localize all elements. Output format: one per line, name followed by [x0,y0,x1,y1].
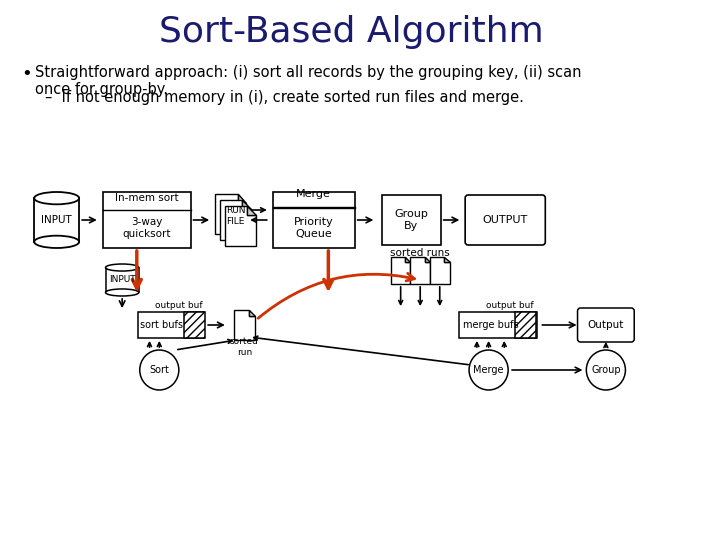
Bar [382,195,441,245]
Polygon shape [220,200,251,240]
FancyBboxPatch shape [577,308,634,342]
Ellipse shape [35,192,79,204]
Circle shape [469,350,508,390]
Text: sorted runs: sorted runs [390,248,450,258]
Polygon shape [391,256,410,284]
Text: Merge: Merge [473,365,504,375]
Text: sorted
run: sorted run [230,338,258,357]
Text: output buf: output buf [155,300,202,309]
Text: OUTPUT: OUTPUT [482,215,528,225]
Text: Group
By: Group By [395,209,428,231]
Polygon shape [410,256,430,284]
Polygon shape [233,310,255,340]
Ellipse shape [106,289,139,296]
Text: sort bufs: sort bufs [140,320,183,330]
Polygon shape [430,256,449,284]
Bar [103,192,191,248]
Text: INPUT: INPUT [109,275,135,285]
Text: Straightforward approach: (i) sort all records by the grouping key, (ii) scan
on: Straightforward approach: (i) sort all r… [35,65,582,97]
Text: Sort: Sort [149,365,169,375]
Text: Priority
Queue: Priority Queue [294,217,333,239]
Bar [459,312,537,338]
Ellipse shape [106,264,139,271]
Ellipse shape [35,235,79,248]
Polygon shape [247,206,256,215]
Circle shape [586,350,626,390]
Polygon shape [425,256,430,262]
Bar [184,312,205,338]
Text: INPUT: INPUT [41,215,72,225]
Polygon shape [225,206,256,246]
Text: merge bufs: merge bufs [463,320,518,330]
Text: 3-way
quicksort: 3-way quicksort [122,217,171,239]
Polygon shape [243,200,251,209]
Bar [138,312,204,338]
Polygon shape [249,310,255,316]
Text: Group: Group [591,365,621,375]
Text: •: • [22,65,32,83]
Text: Merge: Merge [296,189,331,199]
Text: In-mem sort: In-mem sort [114,193,179,203]
Bar [515,312,536,338]
Polygon shape [405,256,410,262]
FancyBboxPatch shape [465,195,545,245]
Text: Output: Output [588,320,624,330]
Text: Sort-Based Algorithm: Sort-Based Algorithm [159,15,544,49]
Text: RUN
FILE: RUN FILE [226,206,246,226]
Bar [35,198,79,242]
Circle shape [140,350,179,390]
Text: output buf: output buf [486,300,534,309]
Bar [273,192,355,248]
Polygon shape [215,194,246,234]
Text: –  If not enough memory in (i), create sorted run files and merge.: – If not enough memory in (i), create so… [45,90,524,105]
Bar [106,267,139,293]
Polygon shape [444,256,449,262]
Polygon shape [238,194,246,203]
